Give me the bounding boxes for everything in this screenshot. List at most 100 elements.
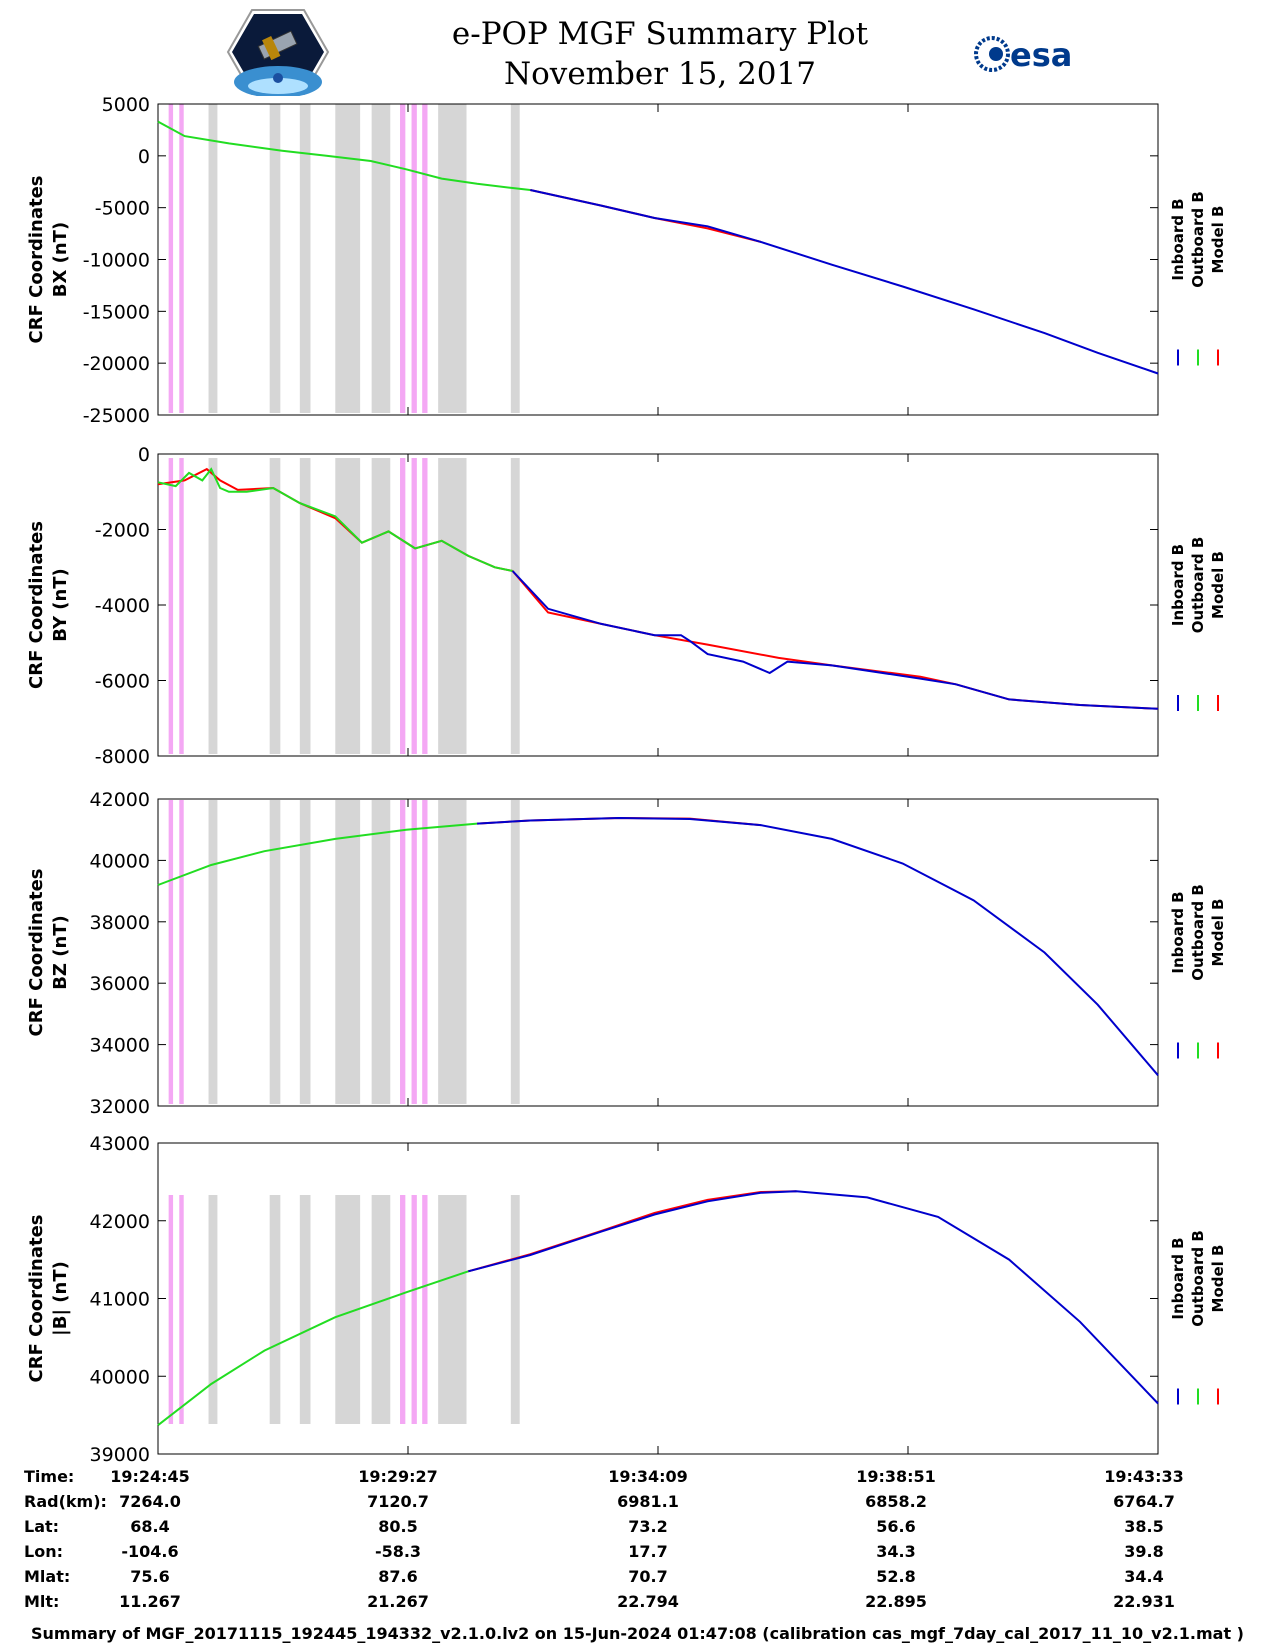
- info-row-value: 19:34:09: [608, 1467, 688, 1486]
- y-tick-label: -25000: [83, 405, 150, 427]
- legend-label: Outboard B: [1189, 537, 1207, 634]
- y-tick-label: 34000: [90, 1035, 150, 1057]
- info-row: Rad(km): 7264.0 7120.7 6981.1 6858.2 6764.7: [0, 1492, 1275, 1516]
- y-axis-label-line2: |B| (nT): [50, 1261, 71, 1336]
- y-axis-label-line1: CRF Coordinates: [26, 176, 47, 344]
- info-row-value: 73.2: [628, 1517, 668, 1536]
- y-tick-label: -15000: [83, 301, 150, 323]
- info-row-value: 19:29:27: [358, 1467, 438, 1486]
- y-axis-label: CRF Coordinates BY (nT): [26, 521, 71, 689]
- series-outboard-b: [157, 822, 478, 886]
- y-tick-label: 42000: [90, 789, 150, 811]
- pink-band: [179, 458, 184, 754]
- y-axis-label-line1: CRF Coordinates: [26, 869, 47, 1037]
- info-row-label: Lon:: [24, 1542, 63, 1561]
- info-row-label: Mlt:: [24, 1592, 60, 1611]
- y-tick-label: 36000: [90, 973, 150, 995]
- pink-band: [179, 104, 184, 413]
- gray-band: [335, 104, 361, 413]
- gray-band: [438, 458, 467, 754]
- info-row-value: 68.4: [130, 1517, 170, 1536]
- info-row-label: Lat:: [24, 1517, 60, 1536]
- pink-band: [411, 104, 417, 413]
- pink-band: [168, 800, 174, 1104]
- gray-band: [208, 458, 218, 754]
- pink-band: [400, 1195, 406, 1424]
- y-tick-label: 41000: [90, 1289, 150, 1311]
- gray-band: [510, 104, 520, 413]
- series-outboard-b: [157, 467, 513, 572]
- info-row-value: 38.5: [1124, 1517, 1164, 1536]
- y-tick-label: 0: [138, 146, 150, 168]
- footer-caption: Summary of MGF_20171115_192445_194332_v2…: [31, 1624, 1244, 1643]
- info-row-label: Time:: [24, 1467, 75, 1486]
- y-tick-label: 40000: [90, 1366, 150, 1388]
- y-tick-label: -6000: [95, 671, 150, 693]
- info-row: Mlat: 75.6 87.6 70.7 52.8 34.4: [0, 1567, 1275, 1591]
- plot-date: November 15, 2017: [504, 56, 816, 92]
- gray-band: [299, 104, 311, 413]
- pink-band: [168, 458, 174, 754]
- y-tick-label: 5000: [102, 94, 150, 116]
- chart-panel-by: 0 -2000 -4000 -6000 -8000 CRF Coordinates BY (…: [26, 444, 1227, 768]
- pink-band: [179, 1195, 184, 1424]
- info-row-value: -58.3: [374, 1542, 422, 1561]
- series-outboard-b: [157, 1270, 469, 1426]
- cassiope-logo: [226, 9, 330, 96]
- pink-band: [422, 104, 428, 413]
- info-row-value: 34.3: [876, 1542, 916, 1561]
- y-axis-label-line1: CRF Coordinates: [26, 521, 47, 689]
- legend-label: Model B: [1209, 551, 1227, 619]
- info-row-value: 6981.1: [617, 1492, 679, 1511]
- info-row: Lat: 68.4 80.5 73.2 56.6 38.5: [0, 1517, 1275, 1541]
- y-tick-label: -8000: [95, 746, 150, 768]
- legend-label: Outboard B: [1189, 884, 1207, 981]
- info-row-label: Rad(km):: [24, 1492, 107, 1511]
- legend-label: Model B: [1209, 1245, 1227, 1313]
- info-row-value: 39.8: [1124, 1542, 1164, 1561]
- y-axis-label: CRF Coordinates BX (nT): [26, 176, 71, 344]
- y-tick-label: -10000: [83, 250, 150, 272]
- info-row-value: 22.794: [617, 1592, 679, 1611]
- info-row-value: 19:43:33: [1104, 1467, 1184, 1486]
- y-tick-label: -20000: [83, 353, 150, 375]
- gray-band: [299, 1195, 311, 1424]
- info-row-value: 52.8: [876, 1567, 916, 1586]
- orbit-info-table: Time: 19:24:45 19:29:27 19:34:09 19:38:51 19:…: [0, 1467, 1275, 1617]
- legend-label: Model B: [1209, 899, 1227, 967]
- gray-band: [208, 104, 218, 413]
- info-row-value: 6764.7: [1113, 1492, 1175, 1511]
- y-tick-label: 43000: [90, 1133, 150, 1155]
- y-tick-label: 38000: [90, 912, 150, 934]
- gray-band: [371, 800, 391, 1104]
- info-row-value: 34.4: [1124, 1567, 1164, 1586]
- y-axis-label-line2: BX (nT): [50, 222, 71, 297]
- gray-band: [299, 458, 311, 754]
- y-tick-label: -4000: [95, 595, 150, 617]
- gray-band: [269, 800, 281, 1104]
- gray-band: [335, 458, 361, 754]
- series-outboard-b: [157, 120, 531, 191]
- series-inboard-b: [511, 570, 1159, 710]
- gray-band: [269, 104, 281, 413]
- info-row-value: 19:24:45: [110, 1467, 190, 1486]
- series-inboard-b: [530, 189, 1159, 375]
- pink-band: [422, 458, 428, 754]
- gray-band: [438, 800, 467, 1104]
- series-inboard-b: [477, 816, 1159, 1076]
- y-tick-label: 0: [138, 444, 150, 466]
- legend-label: Inboard B: [1169, 544, 1187, 626]
- legend-label: Inboard B: [1169, 891, 1187, 973]
- legend-label: Inboard B: [1169, 1237, 1187, 1319]
- pink-band: [400, 800, 406, 1104]
- y-tick-label: -5000: [95, 198, 150, 220]
- gray-band: [438, 1195, 467, 1424]
- gray-band: [510, 1195, 520, 1424]
- gray-band: [438, 104, 467, 413]
- info-row-value: 7120.7: [367, 1492, 429, 1511]
- chart-panel-btotal: 43000 42000 41000 40000 39000 CRF Coordinates…: [26, 1133, 1227, 1466]
- y-tick-label: -2000: [95, 520, 150, 542]
- pink-band: [168, 104, 174, 413]
- info-row-value: 7264.0: [119, 1492, 181, 1511]
